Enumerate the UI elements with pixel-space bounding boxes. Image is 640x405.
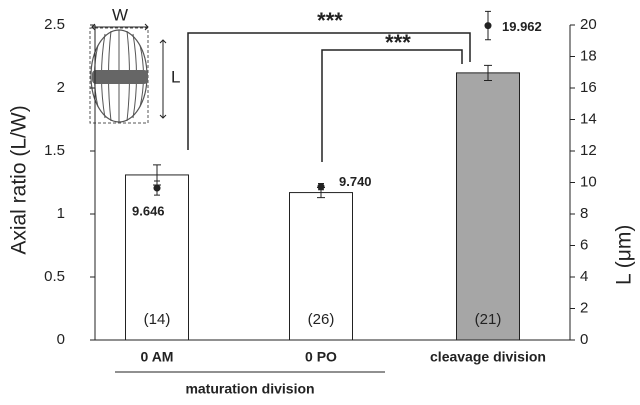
inset-length-label: L [171,67,180,86]
x-tick-label: 0 PO [305,349,337,365]
sample-size-label: (26) [308,311,335,328]
y-tick-label: 1 [57,205,65,222]
sample-size-label: (14) [144,311,171,328]
significance-label: *** [317,8,343,33]
point [318,183,325,190]
point-label: 9.646 [132,204,165,219]
y2-tick-label: 18 [580,47,597,64]
inset-width-label: W [112,5,128,24]
y2-tick-label: 2 [580,299,588,316]
chart: W L Axial ratio (L/W) L (μm) maturation … [0,0,640,400]
y2-axis-label: L (μm) [613,225,636,285]
bar [457,73,520,340]
y2-tick-label: 4 [580,268,588,285]
point-label: 19.962 [502,19,542,34]
inset-spindle [90,24,166,123]
y2-tick-label: 6 [580,236,588,253]
y2-tick-label: 16 [580,79,597,96]
y-tick-label: 1.5 [44,142,65,159]
point [154,185,161,192]
x-tick-label: cleavage division [430,349,546,365]
point [485,22,492,29]
significance-label: *** [385,30,411,55]
y-axis-label: Axial ratio (L/W) [8,105,31,254]
y2-tick-label: 0 [580,331,588,348]
y2-tick-label: 12 [580,142,597,159]
x-tick-label: 0 AM [141,349,174,365]
y-tick-label: 2.5 [44,16,65,33]
y2-tick-label: 14 [580,110,597,127]
y-tick-label: 0 [57,331,65,348]
y2-tick-label: 8 [580,205,588,222]
point-label: 9.740 [339,174,372,189]
y2-tick-label: 20 [580,16,597,33]
sample-size-label: (21) [475,311,502,328]
significance-bracket [322,50,462,162]
y2-tick-label: 10 [580,173,597,190]
group-label: maturation division [185,381,314,397]
y-tick-label: 2 [57,79,65,96]
y-tick-label: 0.5 [44,268,65,285]
